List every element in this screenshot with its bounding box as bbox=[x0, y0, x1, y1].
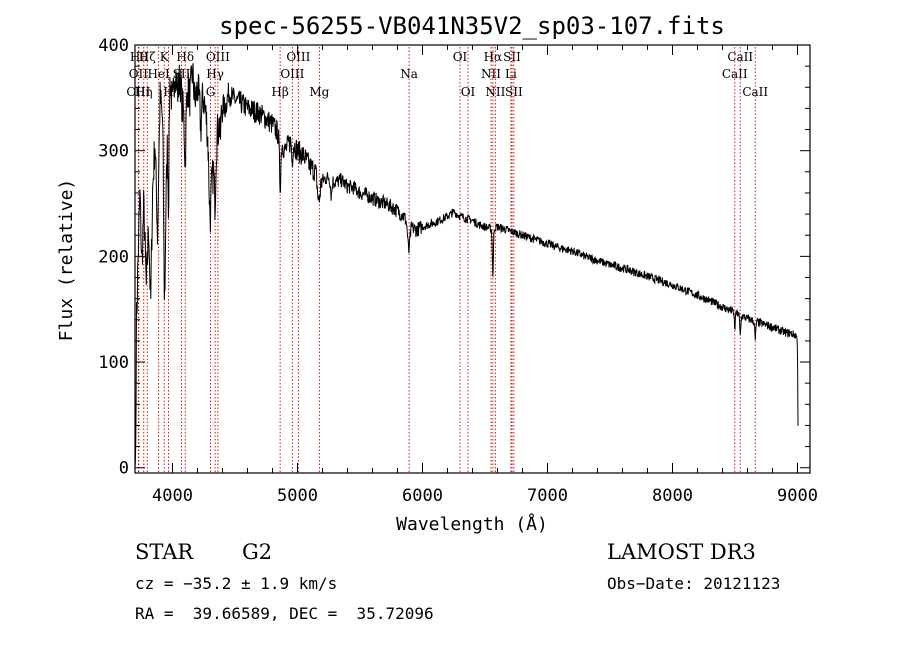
x-tick-label: 7000 bbox=[527, 486, 568, 506]
line-label-Hη: Hη bbox=[135, 85, 153, 99]
line-label-OI: OI bbox=[461, 85, 476, 99]
observation-date: Obs−Date: 20121123 bbox=[607, 574, 781, 593]
line-label-OIII: OIII bbox=[126, 85, 150, 99]
line-label-K: K bbox=[160, 50, 170, 64]
line-label-Li: Li bbox=[505, 67, 517, 81]
x-tick-label: 6000 bbox=[402, 486, 443, 506]
line-label-Hγ: Hγ bbox=[206, 67, 224, 81]
plot-area: HθOIIOIIIHηHζHeIKHSIIHδGHγOIIIHβOIIIOIII… bbox=[126, 47, 799, 473]
line-label-H: H bbox=[163, 85, 173, 99]
line-label-Na: Na bbox=[400, 67, 418, 81]
line-label-CaII: CaII bbox=[727, 50, 753, 64]
x-tick-label: 8000 bbox=[652, 486, 693, 506]
plot-frame bbox=[134, 44, 811, 474]
redshift-value: cz = −35.2 ± 1.9 km/s bbox=[135, 574, 338, 593]
line-label-Hδ: Hδ bbox=[176, 50, 194, 64]
x-tick-label: 5000 bbox=[277, 486, 318, 506]
y-tick-label: 300 bbox=[98, 142, 129, 162]
line-label-Hβ: Hβ bbox=[271, 85, 288, 99]
line-label-OIII: OIII bbox=[280, 67, 304, 81]
line-label-OII: OII bbox=[129, 67, 149, 81]
object-class: STAR bbox=[135, 540, 194, 564]
x-tick-label: 9000 bbox=[777, 486, 818, 506]
line-label-OI: OI bbox=[453, 50, 468, 64]
survey-name: LAMOST DR3 bbox=[607, 540, 756, 564]
y-tick-label: 0 bbox=[119, 459, 129, 479]
line-label-Hθ: Hθ bbox=[130, 50, 148, 64]
line-label-OIII: OIII bbox=[286, 50, 310, 64]
y-tick-label: 200 bbox=[98, 247, 129, 267]
line-label-NII: NII bbox=[481, 67, 501, 81]
line-label-OIII: OIII bbox=[206, 50, 230, 64]
x-tick-label: 4000 bbox=[152, 486, 193, 506]
line-label-G: G bbox=[206, 85, 216, 99]
line-label-Hα: Hα bbox=[484, 50, 503, 64]
y-tick-label: 400 bbox=[98, 36, 129, 56]
coordinates: RA = 39.66589, DEC = 35.72096 bbox=[135, 604, 434, 623]
y-axis-label: Flux (relative) bbox=[56, 179, 77, 342]
chart-title: spec-56255-VB041N35V2_sp03-107.fits bbox=[219, 12, 725, 40]
line-label-SII: SII bbox=[503, 50, 521, 64]
line-label-Mg: Mg bbox=[309, 85, 329, 99]
axes: 4000 5000 6000 7000 8000 9000 0 100 200 300 400 bbox=[98, 36, 818, 506]
line-label-SII: SII bbox=[505, 85, 523, 99]
line-label-HeI: HeI bbox=[147, 67, 170, 81]
line-label-CaII: CaII bbox=[722, 67, 748, 81]
spectral-subclass: G2 bbox=[242, 540, 273, 564]
line-label-CaII: CaII bbox=[742, 85, 768, 99]
x-axis-label: Wavelength (Å) bbox=[396, 513, 548, 535]
line-label-Hζ: Hζ bbox=[139, 50, 156, 64]
line-label-NII: NII bbox=[485, 85, 505, 99]
spectrum-line bbox=[134, 63, 799, 468]
y-tick-label: 100 bbox=[98, 353, 129, 373]
